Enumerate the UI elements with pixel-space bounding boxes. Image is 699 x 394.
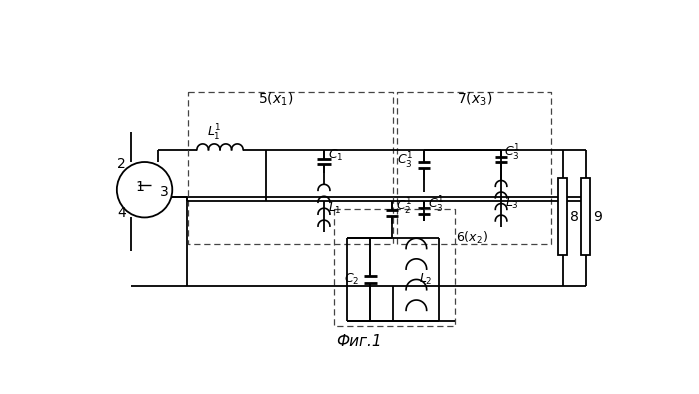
Bar bbox=[581, 178, 591, 255]
Text: 8: 8 bbox=[570, 210, 579, 224]
Text: $L_1^1$: $L_1^1$ bbox=[207, 123, 221, 143]
Text: Фиг.1: Фиг.1 bbox=[336, 334, 382, 349]
Text: $C_2^1$: $C_2^1$ bbox=[396, 197, 412, 217]
Text: $C_3^1$: $C_3^1$ bbox=[428, 195, 445, 215]
Text: 1: 1 bbox=[136, 180, 145, 194]
Text: $6(x_2)$: $6(x_2)$ bbox=[456, 230, 488, 246]
Text: $5(x_1)$: $5(x_1)$ bbox=[258, 91, 293, 108]
Text: 9: 9 bbox=[593, 210, 603, 224]
Text: $C_3^1$: $C_3^1$ bbox=[398, 151, 414, 171]
Text: 2: 2 bbox=[117, 156, 126, 171]
Text: $L_1$: $L_1$ bbox=[328, 201, 342, 216]
Text: 4: 4 bbox=[117, 206, 126, 220]
Text: 3: 3 bbox=[160, 185, 169, 199]
Text: $L_3$: $L_3$ bbox=[505, 196, 519, 211]
Text: $C_2$: $C_2$ bbox=[344, 272, 359, 287]
Text: $C_3^1$: $C_3^1$ bbox=[504, 143, 521, 163]
Text: $L_2$: $L_2$ bbox=[419, 272, 433, 287]
Text: $C_1$: $C_1$ bbox=[328, 147, 343, 163]
Text: $7(x_3)$: $7(x_3)$ bbox=[456, 91, 491, 108]
Bar bbox=[558, 178, 568, 255]
